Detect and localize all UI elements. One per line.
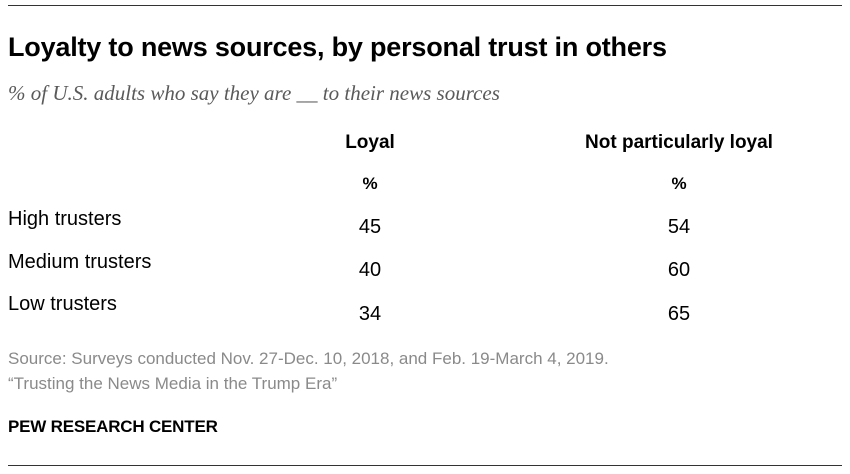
row-label-low-trusters: Low trusters: [8, 293, 117, 315]
source-line: Source: Surveys conducted Nov. 27-Dec. 1…: [8, 349, 609, 368]
top-rule: [8, 5, 842, 6]
unit-label-loyal: %: [362, 174, 378, 193]
row-label-medium-trusters: Medium trusters: [8, 251, 152, 273]
cell-high-loyal: 45: [358, 216, 382, 238]
row-label-high-trusters: High trusters: [8, 208, 122, 230]
column-header-loyal: Loyal: [345, 132, 395, 153]
unit-label-not-loyal: %: [671, 174, 687, 193]
brand-logo-text: PEW RESEARCH CENTER: [8, 417, 218, 436]
cell-medium-loyal: 40: [358, 259, 382, 281]
source-note: Source: Surveys conducted Nov. 27-Dec. 1…: [8, 346, 609, 396]
cell-medium-not-loyal: 60: [667, 259, 691, 281]
cell-low-loyal: 34: [358, 303, 382, 325]
source-report-title: “Trusting the News Media in the Trump Er…: [8, 374, 338, 393]
bottom-rule: [8, 465, 842, 466]
column-header-not-loyal: Not particularly loyal: [585, 132, 773, 153]
chart-subtitle: % of U.S. adults who say they are __ to …: [8, 81, 500, 105]
chart-title: Loyalty to news sources, by personal tru…: [8, 32, 667, 62]
cell-low-not-loyal: 65: [667, 303, 691, 325]
cell-high-not-loyal: 54: [667, 216, 691, 238]
